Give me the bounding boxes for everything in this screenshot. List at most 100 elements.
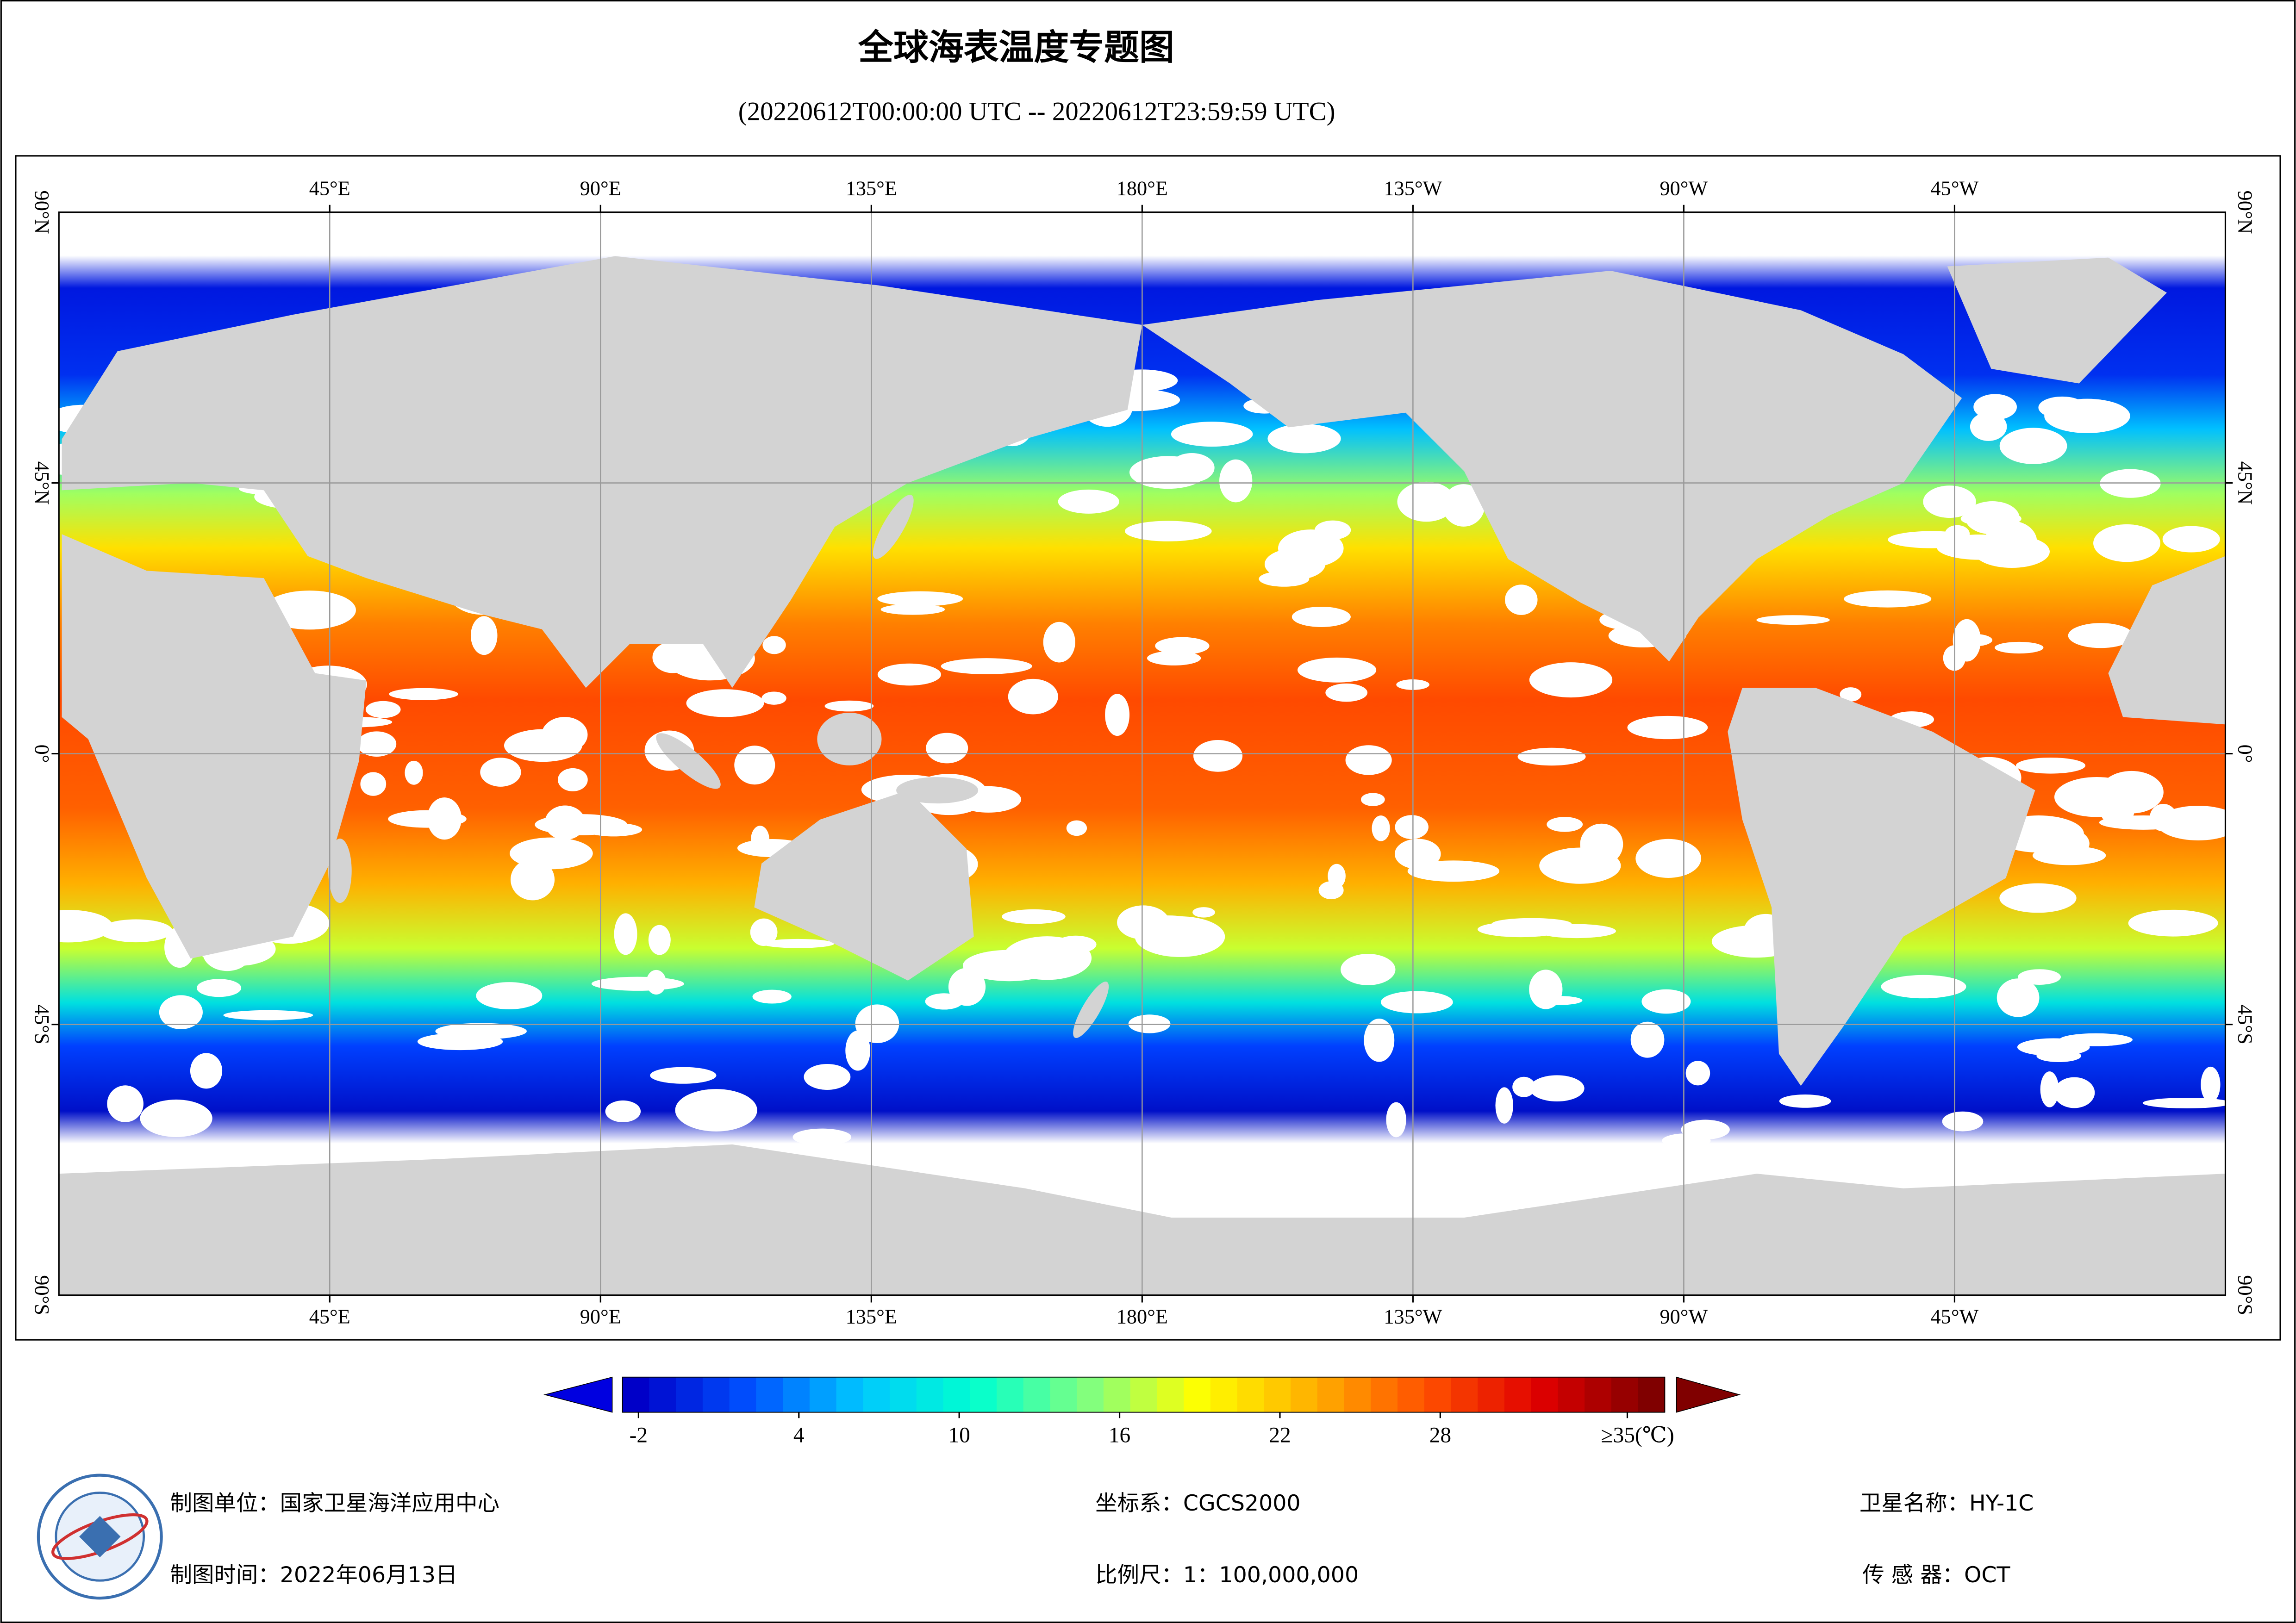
cloud [558, 768, 588, 791]
lon-label-bottom: 90°W [1660, 1305, 1708, 1328]
cloud [365, 701, 401, 718]
africa-west [2108, 556, 2226, 725]
cloud [1478, 921, 1564, 938]
graticule [59, 212, 2226, 1295]
cloud [962, 950, 1056, 982]
cloud [476, 982, 543, 1009]
cloud [360, 772, 387, 796]
madagascar [328, 839, 352, 903]
cloud [1531, 669, 1590, 684]
colorbar-segment [1210, 1377, 1238, 1412]
cloud [405, 760, 423, 785]
logo [37, 1474, 163, 1600]
cloud [1058, 489, 1119, 514]
lat-label-right: 90°N [2234, 191, 2256, 234]
cloud [2128, 909, 2218, 937]
colorbar-segment [1264, 1377, 1291, 1412]
cloud [762, 636, 786, 654]
colorbar-segment [809, 1377, 837, 1412]
colorbar-segment [970, 1377, 997, 1412]
lat-label-left: 0° [31, 745, 53, 763]
cloud [1135, 916, 1225, 957]
colorbar-segment [1317, 1377, 1345, 1412]
cloud [2068, 623, 2134, 648]
colorbar-tick-label: -2 [630, 1423, 648, 1447]
cloud [2059, 1033, 2133, 1046]
cloud [614, 913, 637, 955]
cloud [1547, 817, 1583, 832]
cloud [1997, 978, 2040, 1017]
lat-label-right: 45°N [2234, 461, 2256, 505]
lat-label-left: 45°N [31, 461, 53, 505]
cloud [1756, 615, 1830, 625]
cloud [1267, 424, 1341, 454]
lon-label-top: 135°E [846, 177, 897, 199]
cloud [2142, 1097, 2226, 1108]
colorbar-segment [996, 1377, 1024, 1412]
cloud [761, 691, 786, 705]
colorbar-segment [1478, 1377, 1505, 1412]
cloud [2018, 969, 2061, 985]
cloud [140, 1099, 212, 1138]
logo-satellite [79, 1516, 121, 1558]
cloud [1328, 864, 1346, 889]
cloud [2044, 398, 2130, 433]
cloud [1779, 1094, 1831, 1108]
cloud [1341, 954, 1396, 985]
cloud [1641, 989, 1691, 1014]
cloud [650, 1067, 717, 1084]
lon-label-top: 45°W [1931, 177, 1979, 199]
lon-label-top: 180°E [1117, 177, 1168, 199]
footer-sensor: 传 感 器：OCT [1862, 1562, 2010, 1588]
cloud [107, 1085, 144, 1122]
cloud [1002, 909, 1066, 924]
cloud [1923, 485, 1976, 518]
cloud [605, 1100, 641, 1123]
footer-unit: 制图单位：国家卫星海洋应用中心 [170, 1491, 499, 1516]
colorbar-segment [890, 1377, 917, 1412]
lon-label-top: 90°E [580, 177, 621, 199]
cloud [1171, 422, 1253, 447]
cloud [845, 1030, 871, 1071]
cloud [880, 604, 945, 615]
colorbar-segment [1023, 1377, 1051, 1412]
cloud [1844, 590, 1932, 608]
cloud [223, 1010, 313, 1020]
cloud [190, 1053, 223, 1089]
cloud [1345, 745, 1392, 775]
lat-label-right: 90°S [2234, 1275, 2256, 1315]
cloud [1147, 651, 1201, 665]
colorbar-segment [676, 1377, 703, 1412]
cloud [1192, 907, 1215, 918]
cloud [510, 858, 555, 901]
colorbar-segment [1130, 1377, 1158, 1412]
footer-satellite: 卫星名称：HY-1C [1859, 1491, 2034, 1516]
cloud [948, 968, 986, 1006]
lon-label-bottom: 90°E [580, 1305, 621, 1328]
cloud [792, 1128, 852, 1146]
cloud [1105, 694, 1130, 736]
cloud [1953, 619, 1981, 662]
cloud [357, 731, 397, 757]
cloud [941, 658, 1032, 674]
cloud [1292, 606, 1351, 627]
cloud [1372, 815, 1390, 841]
cloud [926, 733, 968, 764]
africa-east [62, 534, 367, 959]
lon-label-bottom: 45°E [309, 1305, 350, 1328]
cloud [1394, 839, 1441, 869]
cloud [1397, 481, 1456, 522]
lat-label-left: 90°N [31, 191, 53, 234]
lat-label-right: 0° [2234, 745, 2256, 763]
colorbar-segment [783, 1377, 810, 1412]
cloud [2093, 524, 2160, 562]
colorbar-segment [1237, 1377, 1265, 1412]
colorbar-segment [1371, 1377, 1398, 1412]
cloud [1529, 1075, 1585, 1102]
footer-crs: 坐标系：CGCS2000 [1095, 1491, 1300, 1516]
colorbar-segment [836, 1377, 864, 1412]
cloud [585, 823, 643, 837]
lon-label-top: 45°E [309, 177, 350, 199]
